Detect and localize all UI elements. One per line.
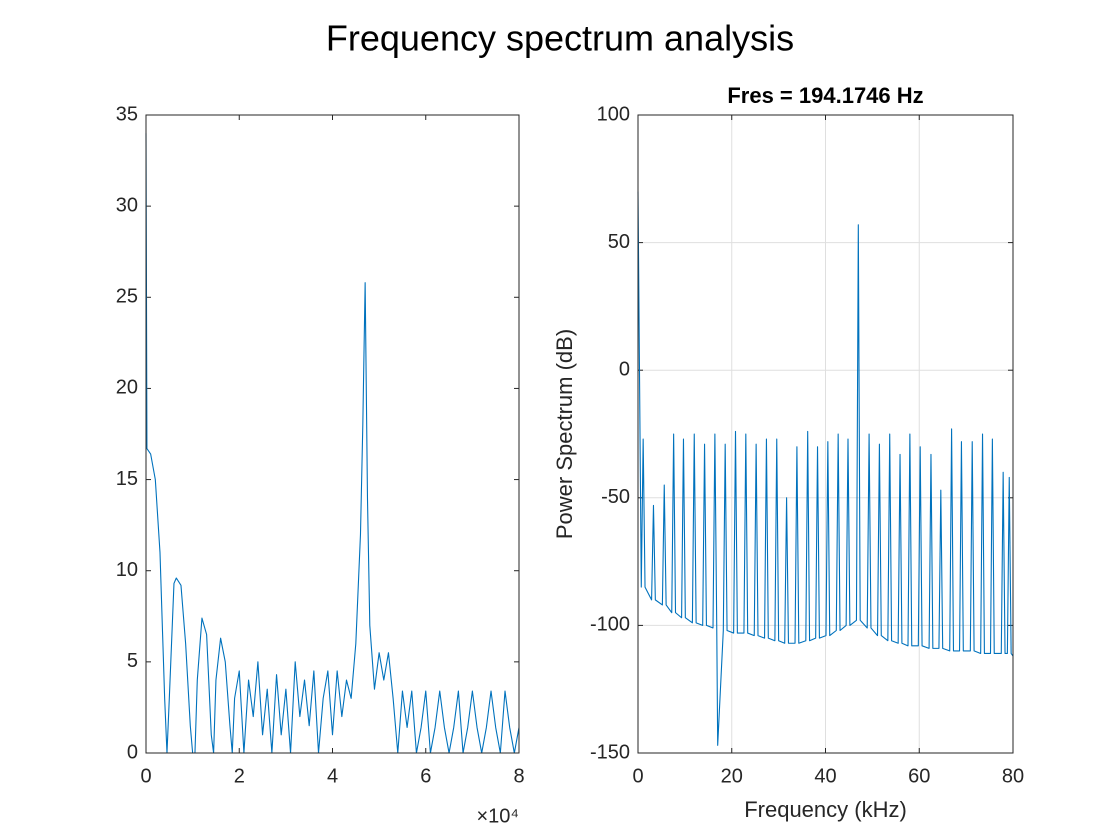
spectrum-line	[145, 133, 520, 754]
x-tick-label: 60	[908, 765, 930, 787]
y-axis-label: Power Spectrum (dB)	[552, 329, 577, 539]
axes-title: Fres = 194.1746 Hz	[727, 83, 923, 108]
y-tick-label: 30	[116, 194, 138, 216]
x-tick-label: 40	[814, 765, 836, 787]
y-tick-label: 20	[116, 377, 138, 399]
axes-box	[145, 114, 520, 754]
figure-title: Frequency spectrum analysis	[326, 18, 794, 59]
axes-box	[637, 114, 1014, 754]
x-tick-label: 8	[513, 765, 524, 787]
y-tick-label: 5	[127, 650, 138, 672]
y-tick-label: 25	[116, 286, 138, 308]
x-tick-label: 2	[234, 765, 245, 787]
x-tick-label: 0	[140, 765, 151, 787]
y-tick-label: -50	[601, 486, 630, 508]
y-tick-label: 10	[116, 559, 138, 581]
y-tick-label: -100	[590, 614, 630, 636]
x-tick-label: 0	[632, 765, 643, 787]
x-axis-label: Frequency (kHz)	[744, 797, 907, 822]
x-tick-label: 80	[1002, 765, 1024, 787]
y-tick-label: 15	[116, 468, 138, 490]
y-tick-label: -150	[590, 741, 630, 763]
y-tick-label: 50	[608, 231, 630, 253]
y-tick-label: 0	[619, 358, 630, 380]
spectrum-line	[637, 191, 1014, 746]
y-tick-label: 100	[597, 103, 630, 125]
x-tick-label: 6	[420, 765, 431, 787]
x-multiplier: ×10⁴	[476, 805, 519, 827]
y-tick-label: 0	[127, 741, 138, 763]
y-tick-label: 35	[116, 103, 138, 125]
x-tick-label: 4	[327, 765, 338, 787]
x-tick-label: 20	[721, 765, 743, 787]
